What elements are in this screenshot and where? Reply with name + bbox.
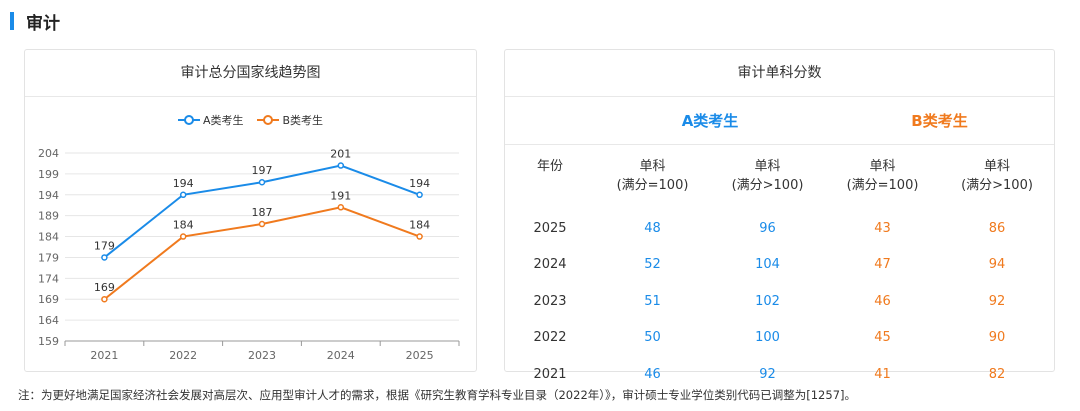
b-low-cell: 46 [874,293,891,309]
chart-legend: A类考生 B类考生 [25,112,476,128]
b-high-cell: 92 [988,293,1006,309]
col-header-a-low: 单科 (满分=100) [616,159,689,193]
a-low-cell: 48 [644,220,661,236]
y-tick-label: 179 [38,251,59,264]
data-label: 197 [252,164,273,177]
legend-item-a[interactable]: A类考生 [177,112,244,128]
b-low-cell: 41 [874,366,891,382]
column-header-row: 年份 单科 (满分=100) 单科 (满分>100) 单科 (满分=100) 单科 (满… [505,145,1054,211]
a-low-cell: 46 [644,366,661,382]
section-accent-bar [10,12,14,30]
group-a-label: A类考生 [595,96,825,145]
a-low-cell: 50 [644,330,661,346]
col-header-a-high: 单科 (满分>100) [731,159,804,193]
trend-chart-title: 审计总分国家线趋势图 [25,50,476,97]
a-low-cell: 51 [644,293,661,309]
group-b-label: B类考生 [825,96,1054,145]
year-cell: 2023 [533,293,567,309]
data-point [258,178,266,186]
a-high-cell: 100 [755,330,780,346]
data-point [337,162,345,169]
b-low-cell: 45 [874,330,891,346]
data-label: 194 [409,177,430,190]
b-low-cell: 43 [874,220,891,236]
b-low-cell: 47 [874,257,891,273]
b-high-cell: 82 [988,366,1006,382]
score-table: A类考生 B类考生 年份 单科 (满分=100) 单科 (满分>100) 单科 (满分… [505,96,1054,393]
data-point [337,204,345,211]
col-header-b-high: 单科 (满分>100) [961,159,1033,193]
table-row: 2022 50 100 45 90 [505,320,1054,357]
b-high-cell: 90 [988,330,1006,346]
b-high-cell: 86 [988,220,1006,236]
x-tick-label: 2024 [327,349,355,362]
table-row: 2021 46 92 41 82 [505,356,1054,393]
legend-label-b: B类考生 [282,114,324,127]
y-tick-label: 159 [38,335,59,348]
data-label: 179 [94,239,115,252]
x-tick-label: 2022 [169,349,197,362]
data-point [101,295,108,303]
a-high-cell: 96 [759,220,776,236]
trend-line-chart: 159 164 169 174 179 184 189 194 199 204 2021 2022 20… [38,147,460,362]
data-label: 184 [409,219,430,232]
x-tick-label: 2025 [406,349,434,362]
y-tick-label: 184 [38,231,59,244]
data-point [179,191,187,199]
x-tick-label: 2021 [90,349,118,362]
data-point [258,220,266,228]
data-label: 201 [330,148,351,161]
data-label: 191 [330,189,351,202]
data-label: 187 [252,206,273,219]
group-header-row: A类考生 B类考生 [505,96,1054,145]
single-subject-title: 审计单科分数 [505,50,1054,97]
year-cell: 2022 [533,330,567,346]
data-point [101,254,108,261]
footnote: 注：为更好地满足国家经济社会发展对高层次、应用型审计人才的需求，根据《研究生教育… [18,388,856,402]
a-high-cell: 102 [755,293,780,309]
y-tick-label: 189 [38,210,59,223]
data-point [179,233,187,240]
col-header-year: 年份 [536,159,563,174]
table-row: 2024 52 104 47 94 [505,247,1054,284]
y-tick-label: 164 [38,314,59,327]
section-header: 审计 [10,10,60,34]
data-point [416,233,423,240]
data-label: 194 [173,177,194,190]
legend-line-marker-b-icon [257,115,280,125]
table-row: 2023 51 102 46 92 [505,283,1054,320]
a-low-cell: 52 [644,257,661,273]
y-tick-label: 194 [38,189,59,202]
y-tick-label: 169 [38,293,59,306]
y-tick-label: 199 [38,168,59,181]
table-row: 2025 48 96 43 86 [505,210,1054,247]
y-tick-label: 204 [38,147,59,160]
year-cell: 2025 [533,220,567,236]
b-high-cell: 94 [988,257,1006,273]
group-spacer [505,96,595,145]
legend-label-a: A类考生 [202,114,244,127]
y-tick-label: 174 [38,272,59,285]
legend-item-b[interactable]: B类考生 [257,112,323,128]
data-point [416,191,423,199]
a-high-cell: 104 [755,257,780,273]
data-label: 169 [94,281,115,294]
year-cell: 2021 [533,366,567,382]
legend-line-marker-a-icon [177,115,200,125]
data-label: 184 [173,219,194,232]
single-subject-card: 审计单科分数 A类考生 B类考生 年份 单科 (满分=100) 单科 (满分>100… [504,49,1055,382]
a-high-cell: 92 [759,366,776,382]
year-cell: 2024 [533,257,567,273]
trend-chart-card: 审计总分国家线趋势图 A类考生 B类考生 159 164 169 174 179 184 1… [24,49,477,372]
col-header-b-low: 单科 (满分=100) [846,159,919,193]
section-title: 审计 [26,13,60,34]
x-tick-label: 2023 [248,349,276,362]
